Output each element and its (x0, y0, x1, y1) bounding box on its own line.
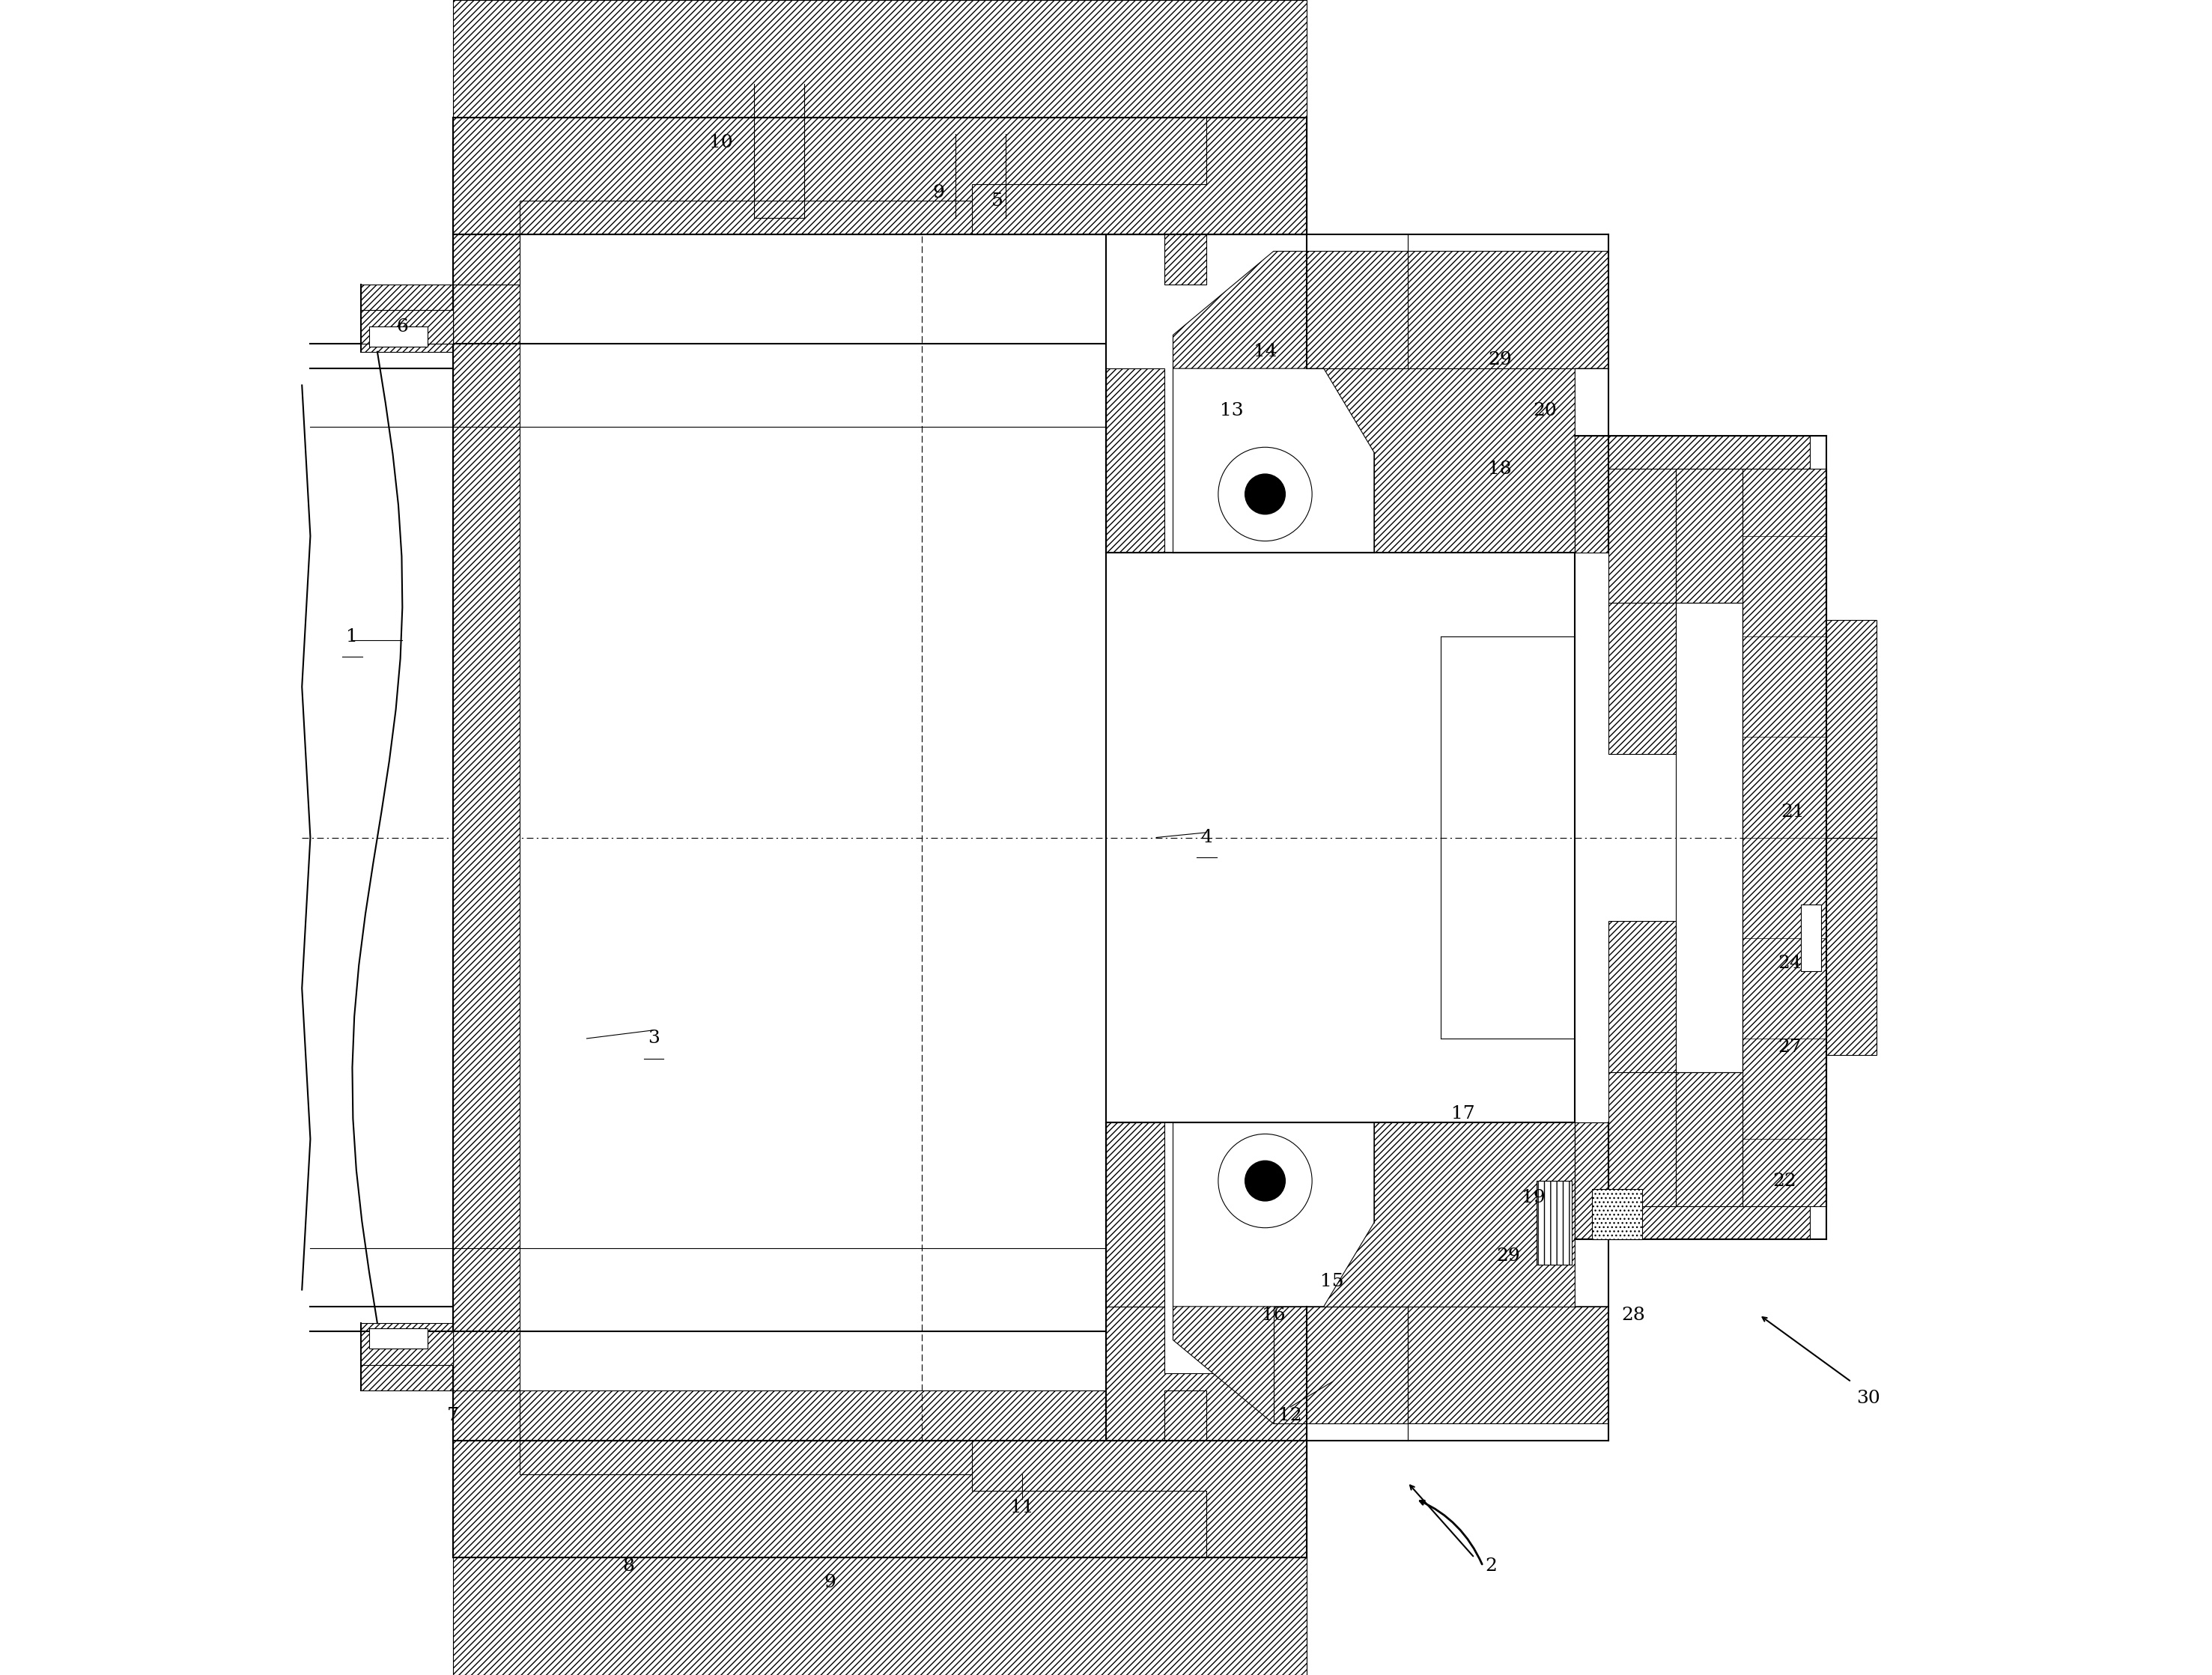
Polygon shape (1827, 620, 1876, 838)
Polygon shape (1537, 1181, 1573, 1265)
Bar (1801, 904, 1820, 971)
Polygon shape (1106, 368, 1166, 553)
Polygon shape (453, 117, 1206, 285)
Polygon shape (1674, 1072, 1743, 1206)
Text: 8: 8 (622, 1558, 635, 1575)
Text: 10: 10 (708, 134, 732, 151)
Polygon shape (1674, 469, 1743, 603)
Text: 29: 29 (1489, 352, 1511, 368)
Text: 16: 16 (1261, 1306, 1285, 1323)
Polygon shape (453, 1390, 1206, 1558)
Text: 18: 18 (1489, 461, 1511, 477)
Polygon shape (1608, 921, 1674, 1206)
Text: 9: 9 (933, 184, 945, 201)
Text: 3: 3 (648, 1030, 659, 1047)
Text: 19: 19 (1522, 1189, 1544, 1206)
Polygon shape (1172, 1122, 1608, 1424)
Text: 11: 11 (1011, 1499, 1033, 1516)
Polygon shape (1106, 1122, 1166, 1306)
Polygon shape (361, 310, 453, 343)
Polygon shape (361, 285, 453, 352)
Text: 15: 15 (1321, 1273, 1345, 1290)
Text: 17: 17 (1451, 1106, 1475, 1122)
Polygon shape (453, 1390, 520, 1440)
Text: 29: 29 (1495, 1248, 1520, 1265)
Bar (369, 1328, 427, 1348)
Text: 28: 28 (1621, 1306, 1646, 1323)
Polygon shape (361, 1332, 453, 1365)
Text: 22: 22 (1772, 1172, 1796, 1189)
Polygon shape (1827, 838, 1876, 1055)
Polygon shape (1575, 436, 1809, 1240)
Text: 6: 6 (396, 318, 409, 335)
Polygon shape (1274, 1306, 1407, 1424)
Text: 2: 2 (1484, 1558, 1498, 1575)
Polygon shape (1172, 251, 1608, 553)
Text: 12: 12 (1279, 1407, 1303, 1424)
Circle shape (1245, 1161, 1285, 1201)
Polygon shape (453, 1306, 1307, 1440)
Polygon shape (453, 285, 520, 1390)
Text: 30: 30 (1856, 1390, 1880, 1407)
Polygon shape (1743, 469, 1827, 1206)
Text: 1: 1 (347, 628, 358, 645)
Text: 24: 24 (1778, 955, 1801, 972)
Circle shape (1245, 474, 1285, 514)
Polygon shape (453, 0, 1307, 234)
Polygon shape (1593, 1189, 1641, 1240)
Text: 14: 14 (1254, 343, 1276, 360)
Text: 9: 9 (823, 1574, 836, 1591)
Polygon shape (453, 234, 520, 285)
Polygon shape (971, 1440, 1307, 1558)
Bar (369, 327, 427, 347)
Text: 20: 20 (1533, 402, 1557, 419)
Polygon shape (1608, 469, 1674, 754)
Text: 4: 4 (1201, 829, 1212, 846)
Polygon shape (453, 1440, 1307, 1675)
Polygon shape (361, 1323, 453, 1390)
Text: 13: 13 (1219, 402, 1243, 419)
Text: 7: 7 (447, 1407, 458, 1424)
Text: 21: 21 (1781, 804, 1805, 821)
Text: 27: 27 (1778, 1038, 1801, 1055)
Text: 5: 5 (991, 193, 1002, 209)
Polygon shape (971, 117, 1307, 234)
